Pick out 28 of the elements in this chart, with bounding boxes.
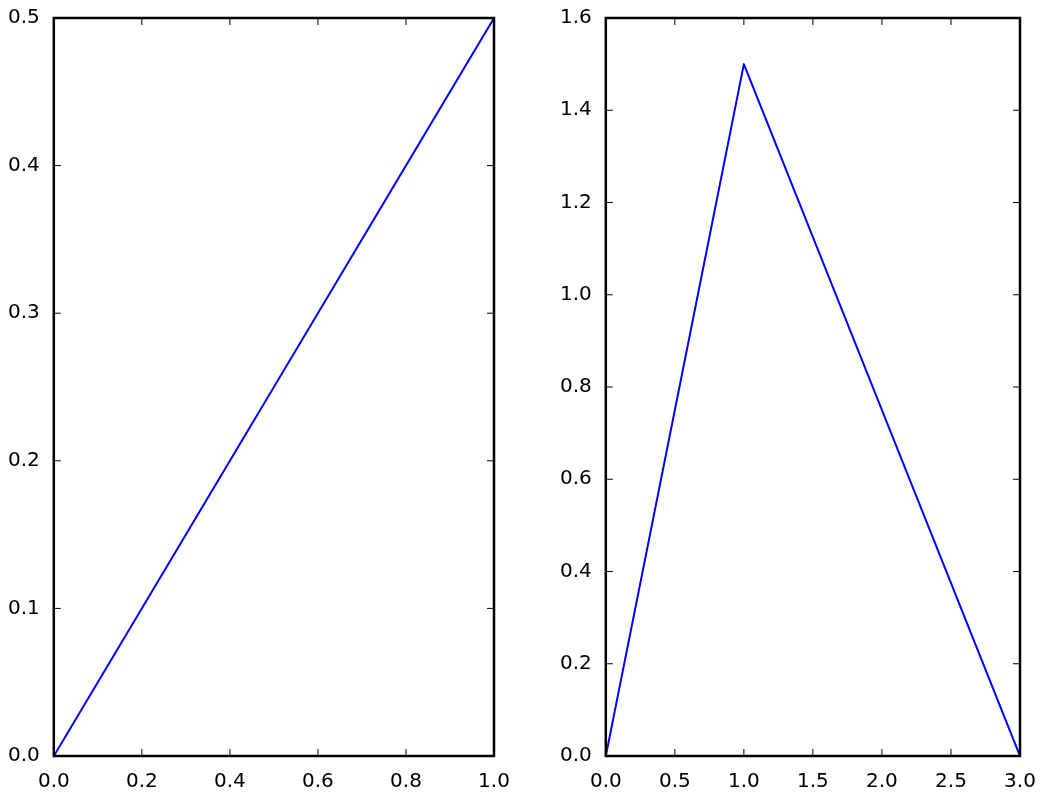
y-tick-label: 0.2 — [559, 649, 592, 674]
y-tick-label: 1.2 — [559, 188, 592, 213]
y-tick-label: 1.0 — [559, 280, 592, 305]
y-tick-label: 0.6 — [559, 465, 592, 490]
x-tick-label: 0.0 — [37, 768, 70, 793]
x-tick-label: 0.8 — [390, 768, 422, 793]
x-tick-label: 2.0 — [866, 768, 898, 793]
x-tick-label: 1.5 — [797, 768, 829, 793]
y-tick-label: 1.4 — [559, 96, 592, 121]
y-tick-label: 0.8 — [559, 373, 592, 398]
y-tick-label: 0.0 — [7, 742, 40, 767]
y-tick-label: 0.1 — [7, 594, 40, 619]
y-tick-label: 0.4 — [7, 151, 40, 176]
y-tick-label: 0.5 — [7, 4, 40, 29]
y-tick-label: 0.4 — [559, 557, 592, 582]
y-tick-label: 0.3 — [7, 299, 40, 324]
x-tick-label: 0.5 — [658, 768, 691, 793]
x-tick-label: 2.5 — [935, 768, 967, 793]
x-tick-label: 0.0 — [589, 768, 622, 793]
x-tick-label: 0.6 — [302, 768, 334, 793]
x-tick-label: 3.0 — [1004, 768, 1036, 793]
y-tick-label: 1.6 — [559, 4, 592, 29]
x-tick-label: 1.0 — [727, 768, 760, 793]
x-tick-label: 0.2 — [125, 768, 158, 793]
y-tick-label: 0.0 — [559, 742, 592, 767]
x-tick-label: 0.4 — [213, 768, 246, 793]
x-tick-label: 1.0 — [478, 768, 510, 793]
y-tick-label: 0.2 — [7, 447, 40, 471]
